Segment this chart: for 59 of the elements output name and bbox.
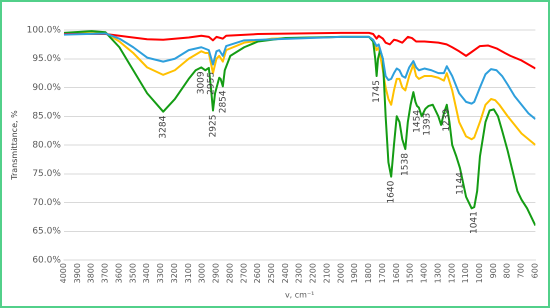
x-axis-title: v, cm⁻¹ — [284, 290, 314, 300]
x-tick-label: 1900 — [350, 263, 360, 284]
y-tick-label: 75.0% — [32, 169, 62, 180]
annotation: 1041 — [470, 211, 480, 234]
x-tick-label: 3900 — [72, 263, 82, 284]
x-tick-label: 1000 — [475, 263, 484, 284]
y-tick-label: 80.0% — [32, 140, 62, 150]
x-tick-label: 700 — [516, 263, 526, 278]
x-tick-label: 2800 — [225, 263, 234, 284]
annotation: 3009 — [196, 71, 207, 94]
annotation: 2925 — [208, 114, 218, 138]
x-tick-label: 3400 — [142, 263, 152, 284]
x-tick-label: 3600 — [114, 263, 124, 284]
x-tick-label: 2700 — [239, 263, 248, 284]
x-tick-label: 3800 — [86, 263, 96, 284]
x-tick-label: 600 — [530, 263, 540, 278]
annotation: 2955 — [206, 72, 217, 95]
y-tick-label: 90.0% — [32, 82, 62, 93]
annotation: 1454 — [412, 110, 422, 133]
y-tick-label: 70.0% — [32, 198, 62, 208]
x-tick-label: 2600 — [253, 263, 262, 284]
x-tick-label: 2300 — [294, 263, 304, 284]
x-tick-label: 1400 — [420, 263, 429, 284]
x-tick-label: 1100 — [461, 263, 470, 284]
x-tick-label: 3100 — [184, 263, 193, 284]
x-tick-label: 3000 — [198, 263, 207, 284]
x-tick-label: 1300 — [433, 263, 442, 284]
x-tick-label: 1500 — [406, 263, 415, 284]
x-tick-label: 2900 — [212, 263, 221, 284]
x-tick-label: 3200 — [170, 263, 179, 284]
x-tick-label: 900 — [488, 263, 498, 278]
x-tick-label: 1800 — [364, 263, 374, 284]
annotation: 1393 — [422, 112, 432, 136]
x-tick-label: 3300 — [156, 263, 166, 284]
x-tick-label: 2000 — [336, 263, 346, 284]
x-tick-label: 4000 — [58, 263, 68, 284]
y-tick-label: 65.0% — [32, 226, 62, 237]
x-tick-label: 1700 — [378, 263, 387, 284]
y-tick-label: 95.0% — [32, 54, 62, 64]
annotation: 1144 — [455, 172, 466, 195]
x-tick-label: 2100 — [322, 263, 332, 284]
x-tick-label: 3700 — [100, 263, 110, 284]
x-tick-label: 2400 — [280, 263, 290, 284]
y-tick-label: 85.0% — [32, 112, 62, 122]
y-tick-label: 60.0% — [32, 255, 62, 266]
annotation: 1745 — [372, 80, 382, 103]
y-tick-label: 100.0% — [26, 25, 62, 36]
x-tick-label: 3500 — [128, 263, 138, 284]
annotation: 1640 — [386, 180, 397, 204]
x-tick-label: 1600 — [392, 263, 401, 284]
annotation: 2854 — [218, 90, 228, 114]
x-tick-label: 800 — [502, 263, 512, 278]
x-tick-label: 2500 — [267, 263, 276, 284]
x-tick-label: 1200 — [447, 263, 456, 284]
annotation: 1538 — [400, 152, 411, 176]
y-axis-title: Transmittance, % — [10, 110, 19, 181]
annotation: 1239 — [442, 108, 452, 132]
annotation: 3284 — [158, 115, 169, 139]
x-tick-label: 2200 — [308, 263, 318, 284]
